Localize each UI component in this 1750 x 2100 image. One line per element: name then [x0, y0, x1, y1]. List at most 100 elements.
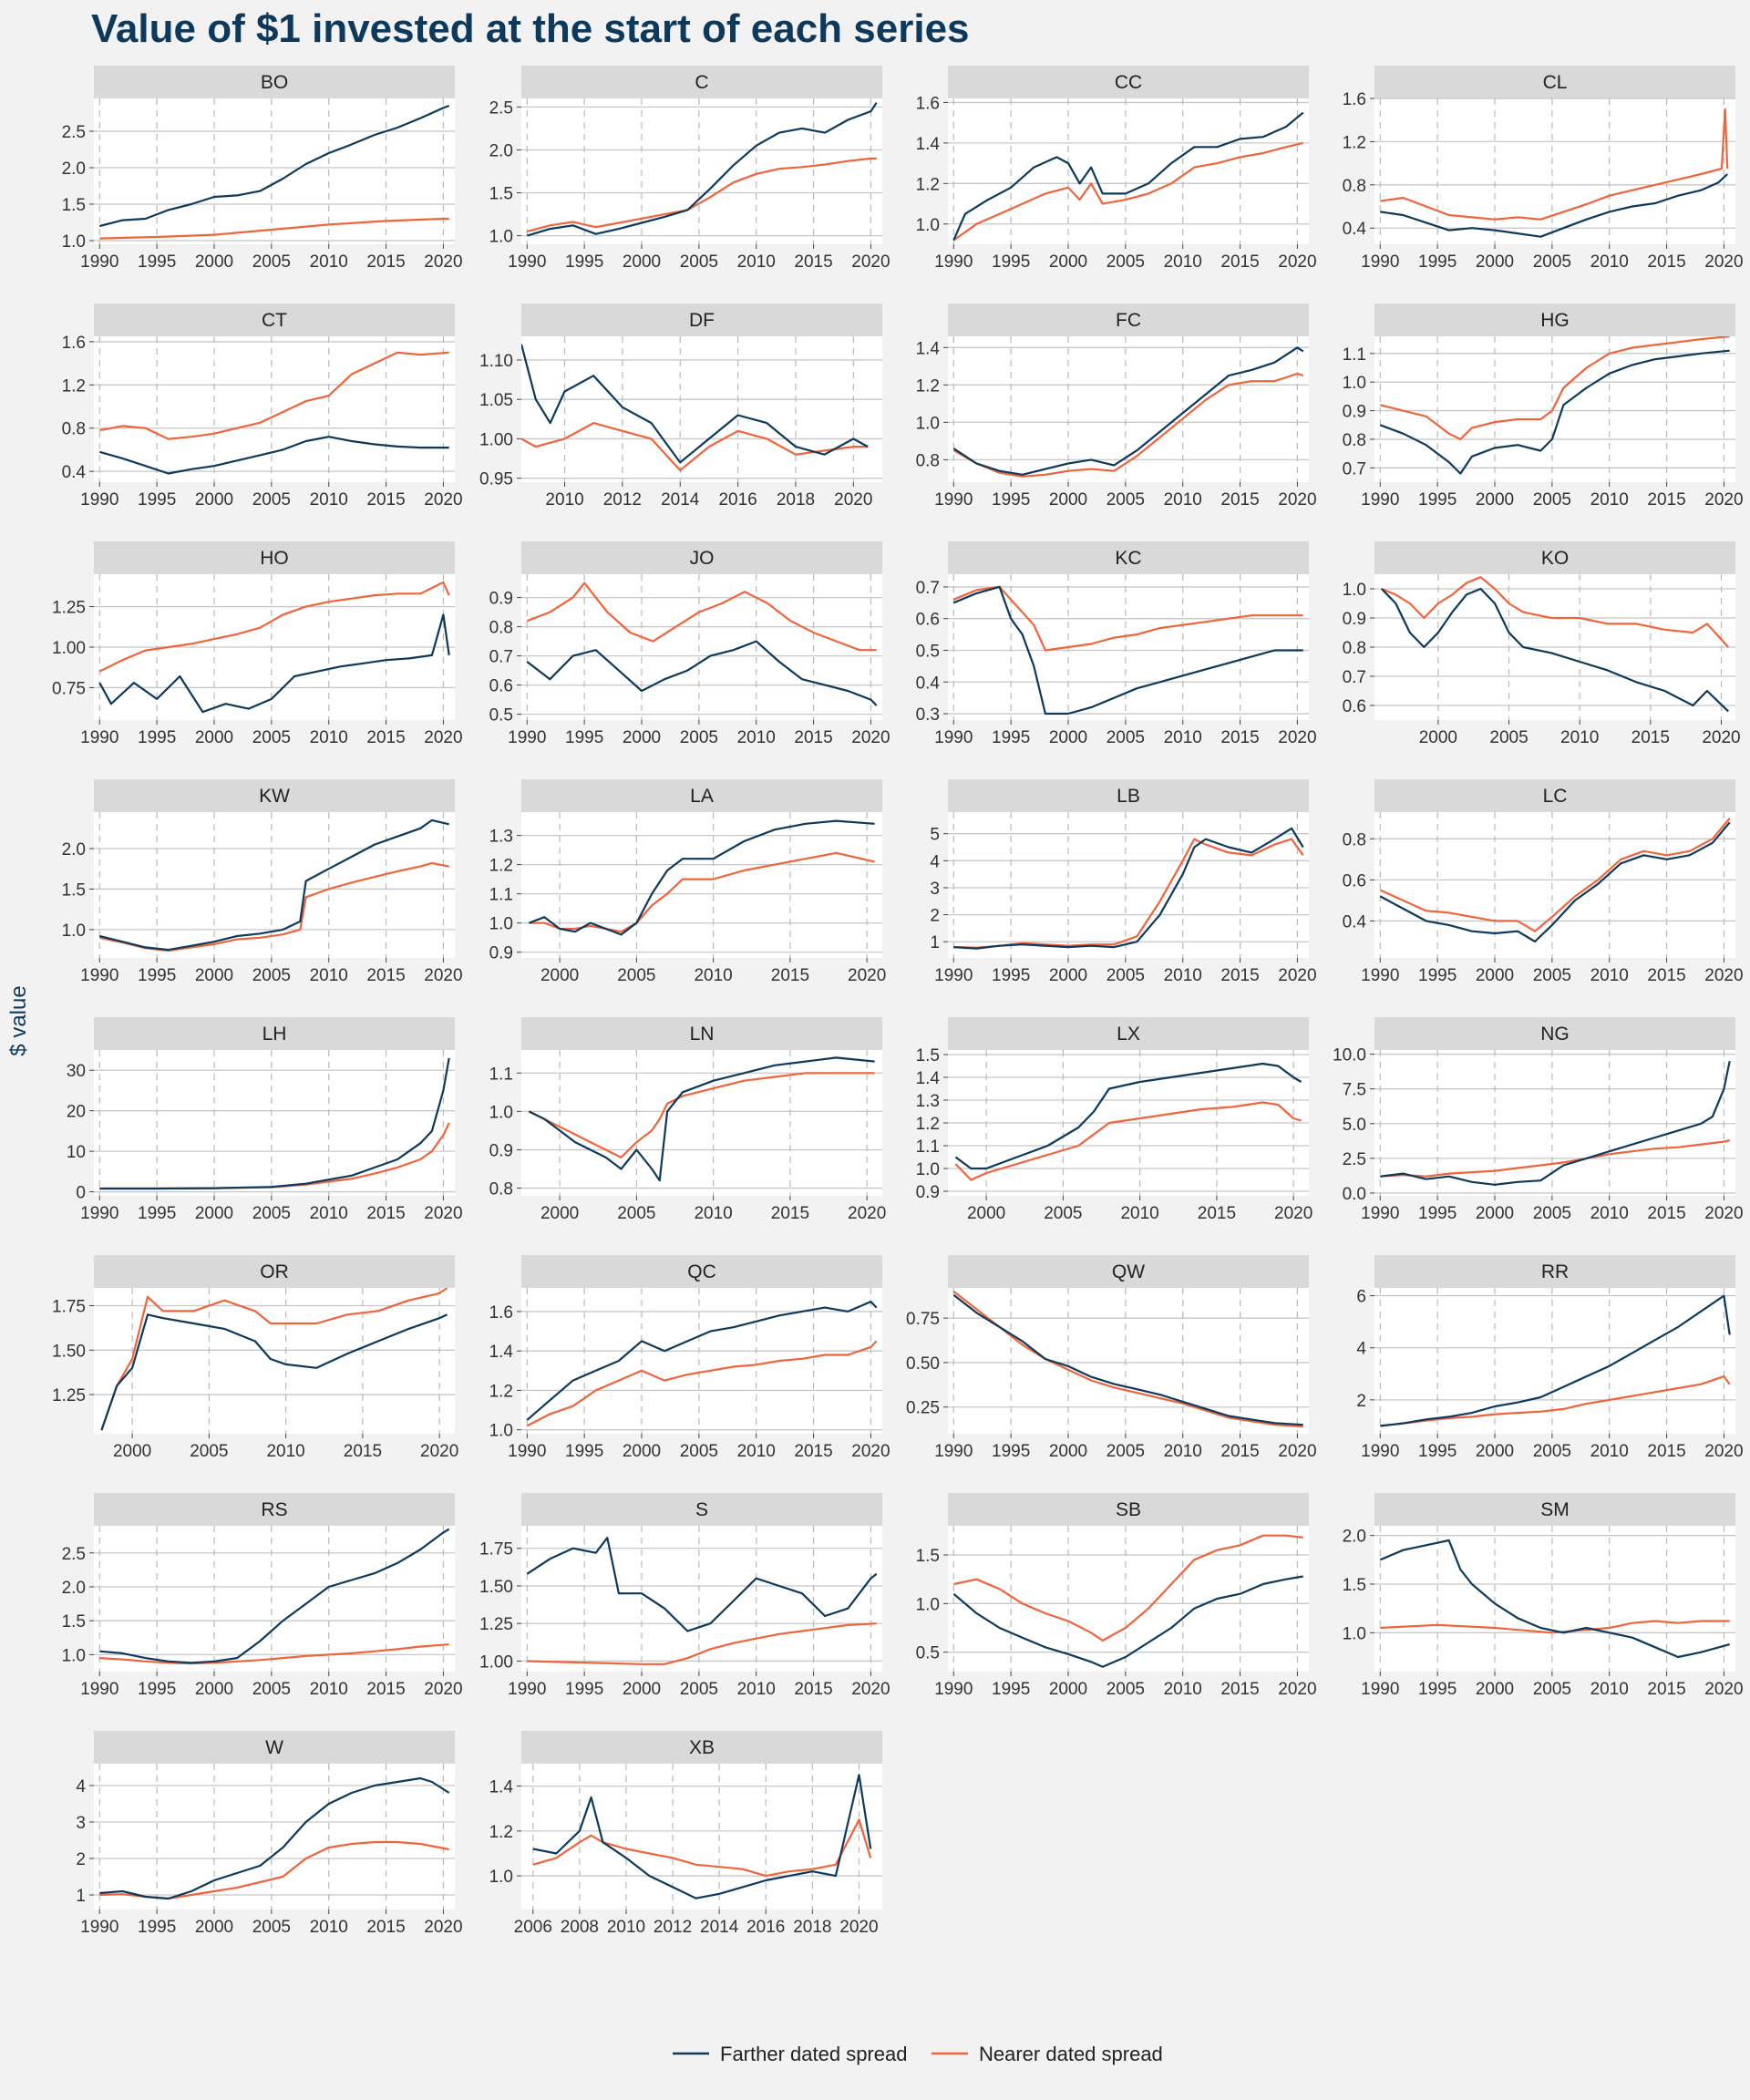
y-tick-label: 0.95: [479, 470, 513, 489]
y-tick-label: 1.2: [62, 376, 86, 396]
x-tick-label: 2015: [344, 1442, 382, 1461]
panel-strip: [1374, 1493, 1735, 1526]
x-tick-label: 2015: [1647, 1442, 1685, 1461]
series-line-farther: [1380, 1294, 1731, 1427]
y-tick-label: 6: [1356, 1288, 1366, 1307]
x-tick-label: 2005: [252, 1204, 291, 1223]
y-tick-label: 1.1: [1343, 345, 1366, 365]
y-tick-label: 1.25: [52, 1386, 86, 1405]
x-tick-label: 2000: [623, 728, 661, 747]
series-line-nearer: [529, 851, 875, 933]
x-tick-label: 2000: [623, 1442, 661, 1461]
x-tick-label: 2012: [654, 1918, 692, 1937]
y-tick-label: 0.9: [489, 944, 513, 963]
x-tick-label: 2020: [420, 1442, 458, 1461]
x-tick-label: 2000: [1049, 1442, 1087, 1461]
x-tick-label: 2005: [1107, 1680, 1145, 1699]
x-tick-label: 2005: [1533, 490, 1571, 510]
x-tick-label: 2020: [1274, 1204, 1312, 1223]
panel-ln: LN 0.8 0.9 1.0 1.1 2000 2005 2010 2015 2020: [489, 1017, 886, 1223]
x-tick-label: 2020: [424, 966, 462, 985]
x-tick-label: 2015: [794, 252, 832, 272]
panel-strip-label: JO: [690, 548, 715, 569]
panel-strip: [94, 1731, 455, 1764]
series-line-nearer: [100, 1288, 448, 1431]
x-tick-label: 2010: [737, 252, 776, 272]
x-tick-label: 2000: [967, 1204, 1005, 1223]
x-tick-label: 2000: [1476, 966, 1514, 985]
x-tick-label: 2005: [1533, 252, 1571, 272]
x-tick-label: 2016: [746, 1918, 785, 1937]
x-tick-label: 2015: [771, 966, 809, 985]
x-tick-label: 1990: [80, 490, 118, 510]
panel-strip-label: DF: [689, 310, 715, 331]
y-tick-label: 2.5: [62, 1545, 86, 1564]
series-line-farther: [953, 827, 1304, 950]
y-tick-label: 1.5: [489, 185, 513, 204]
x-tick-label: 1995: [992, 966, 1030, 985]
series-line-farther: [99, 1057, 450, 1190]
x-tick-label: 2020: [1278, 1680, 1316, 1699]
x-tick-label: 2014: [700, 1918, 739, 1937]
x-tick-label: 1995: [1418, 1442, 1457, 1461]
panel-c: C 1.0 1.5 2.0 2.5 1990 1995 2000 2005 2010 2015 202…: [489, 66, 890, 272]
x-tick-label: 2000: [1049, 490, 1087, 510]
y-tick-label: 0.9: [1343, 610, 1366, 629]
x-tick-label: 2000: [1476, 1680, 1514, 1699]
x-tick-label: 2010: [310, 728, 348, 747]
x-tick-label: 2000: [1476, 1204, 1514, 1223]
y-tick-label: 4: [1356, 1340, 1366, 1359]
y-tick-label: 1.00: [479, 1652, 513, 1672]
panel-strip-label: LN: [690, 1024, 715, 1045]
plot-area: [521, 336, 882, 482]
y-tick-label: 0.8: [62, 420, 86, 439]
y-tick-label: 30: [67, 1062, 86, 1081]
panel-strip: [521, 304, 882, 336]
panel-strip-label: CT: [262, 310, 287, 331]
x-tick-label: 2005: [1533, 1442, 1571, 1461]
series-line-farther: [526, 1301, 878, 1421]
y-tick-label: 1.0: [489, 1422, 513, 1441]
y-tick-label: 0.0: [1343, 1185, 1366, 1204]
series-line-farther: [1381, 587, 1729, 713]
x-tick-label: 2015: [1220, 490, 1259, 510]
y-tick-label: 1.4: [489, 1778, 514, 1797]
x-tick-label: 2020: [424, 728, 462, 747]
y-tick-label: 1.5: [62, 880, 86, 900]
y-tick-label: 0.50: [906, 1354, 940, 1374]
y-tick-label: 0.8: [489, 1180, 513, 1199]
x-tick-label: 2015: [1632, 728, 1670, 747]
panel-strip: [521, 541, 882, 574]
y-tick-label: 0.8: [1343, 639, 1366, 658]
panel-strip: [94, 1493, 455, 1526]
plot-area: [94, 1526, 455, 1672]
series-line-farther: [528, 1056, 875, 1182]
series-line-farther: [521, 344, 869, 464]
panel-lx: LX 0.9 1.0 1.1 1.2 1.3 1.4 1.5 2000 2005 2010 2015 2…: [916, 1017, 1312, 1223]
y-tick-label: 2.0: [62, 160, 86, 179]
x-tick-label: 2015: [1220, 252, 1259, 272]
y-tick-label: 1.0: [916, 1160, 940, 1179]
plot-area: [521, 812, 882, 958]
y-tick-label: 1.0: [62, 232, 86, 252]
y-tick-label: 1.75: [52, 1298, 86, 1317]
x-tick-label: 2005: [1533, 1680, 1571, 1699]
panel-strip-label: LC: [1543, 786, 1568, 807]
y-tick-label: 0.6: [1343, 871, 1366, 890]
panel-strip: [94, 304, 455, 336]
y-tick-label: 1.00: [52, 639, 86, 658]
x-tick-label: 2005: [1533, 966, 1571, 985]
panel-w: W 1 2 3 4 1990 1995 2000 2005 2010 2015 2020: [76, 1731, 463, 1937]
x-tick-label: 2000: [195, 1680, 233, 1699]
y-tick-label: 0.8: [1343, 830, 1366, 849]
series-line-farther: [99, 104, 450, 228]
x-tick-label: 2000: [1049, 1680, 1087, 1699]
x-tick-label: 2020: [839, 1918, 878, 1937]
y-tick-label: 1.10: [479, 352, 513, 371]
x-tick-label: 2020: [1278, 728, 1316, 747]
x-tick-label: 2012: [603, 490, 642, 510]
plot-area: [521, 1526, 882, 1672]
series-line-farther: [526, 640, 878, 706]
series-line-nearer: [99, 351, 449, 440]
x-tick-label: 2000: [1049, 252, 1087, 272]
